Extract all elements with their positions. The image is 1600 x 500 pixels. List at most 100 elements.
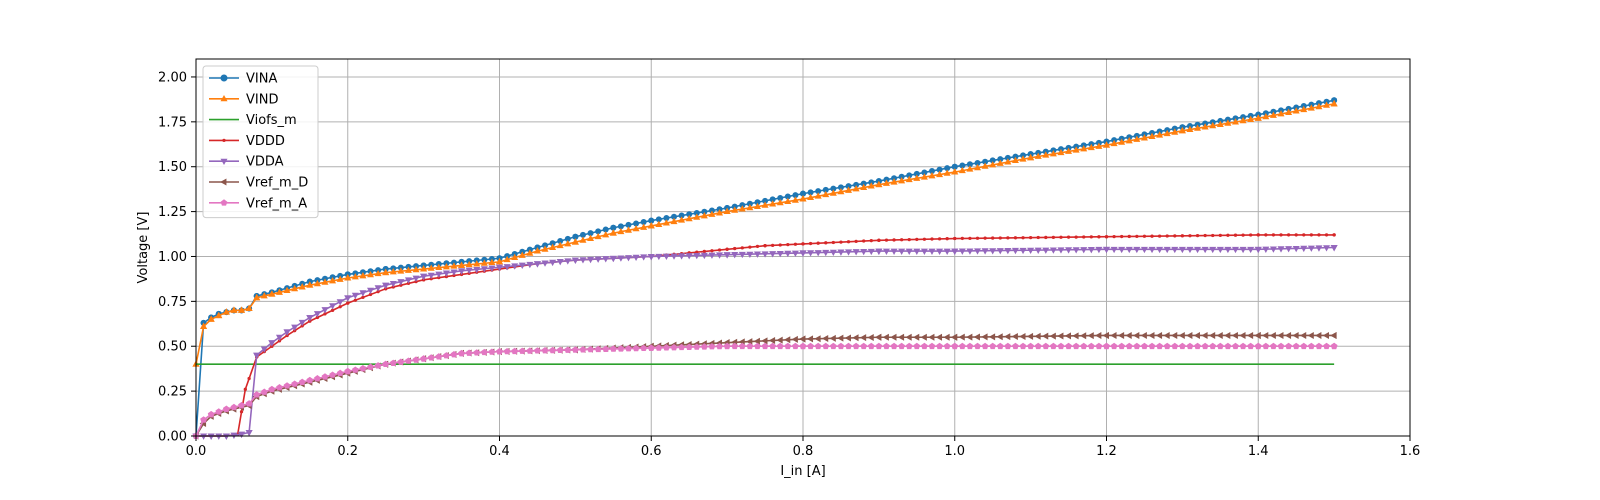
data-marker bbox=[1012, 153, 1019, 160]
data-marker bbox=[716, 342, 723, 350]
data-marker bbox=[1239, 116, 1247, 124]
data-marker bbox=[776, 198, 784, 206]
data-marker bbox=[625, 345, 632, 352]
data-marker bbox=[1179, 342, 1186, 350]
data-marker bbox=[344, 295, 352, 302]
data-marker bbox=[1188, 234, 1192, 238]
data-marker bbox=[844, 334, 851, 342]
data-marker bbox=[1118, 246, 1126, 254]
data-marker bbox=[922, 237, 927, 241]
data-marker bbox=[763, 244, 767, 248]
data-marker bbox=[617, 227, 625, 235]
data-marker bbox=[1292, 342, 1300, 350]
data-marker bbox=[1277, 342, 1285, 350]
data-marker bbox=[397, 279, 405, 286]
data-marker bbox=[579, 231, 586, 238]
data-marker bbox=[1118, 138, 1126, 145]
data-marker bbox=[852, 185, 860, 192]
data-marker bbox=[829, 249, 837, 257]
data-marker bbox=[1065, 147, 1073, 154]
data-marker bbox=[313, 279, 321, 287]
data-marker bbox=[260, 292, 268, 299]
series-line bbox=[195, 334, 1335, 437]
data-marker bbox=[761, 251, 769, 258]
data-marker bbox=[374, 269, 382, 277]
data-marker bbox=[1180, 234, 1185, 238]
data-marker bbox=[1141, 342, 1148, 350]
data-marker bbox=[693, 213, 701, 220]
data-marker bbox=[890, 178, 898, 185]
data-marker bbox=[1064, 332, 1072, 340]
data-marker bbox=[1201, 342, 1209, 350]
data-marker bbox=[907, 237, 911, 242]
data-marker bbox=[845, 249, 853, 256]
data-marker bbox=[405, 357, 412, 364]
data-marker bbox=[1194, 124, 1202, 131]
data-marker bbox=[1051, 235, 1056, 240]
data-marker bbox=[1095, 142, 1103, 149]
data-marker bbox=[860, 342, 868, 350]
data-marker bbox=[700, 212, 708, 219]
data-marker bbox=[771, 243, 775, 247]
data-marker bbox=[1309, 233, 1314, 237]
data-marker bbox=[1110, 331, 1117, 339]
data-marker bbox=[368, 292, 373, 297]
data-marker bbox=[837, 342, 845, 350]
data-marker bbox=[974, 342, 981, 350]
data-marker bbox=[974, 159, 981, 166]
data-marker bbox=[579, 257, 587, 264]
data-marker bbox=[1156, 131, 1164, 138]
data-marker bbox=[247, 376, 251, 381]
data-marker bbox=[670, 217, 678, 225]
data-marker bbox=[397, 358, 405, 365]
data-marker bbox=[1315, 331, 1322, 339]
data-marker bbox=[1216, 120, 1224, 127]
data-marker bbox=[298, 319, 306, 327]
data-marker bbox=[374, 362, 382, 369]
data-marker bbox=[898, 248, 906, 255]
data-marker bbox=[799, 335, 806, 343]
data-marker bbox=[1186, 125, 1194, 133]
data-marker bbox=[344, 367, 352, 375]
data-marker bbox=[298, 378, 306, 385]
data-marker bbox=[754, 199, 761, 206]
data-marker bbox=[245, 429, 253, 437]
data-marker bbox=[488, 348, 496, 355]
data-marker bbox=[991, 236, 995, 240]
data-marker bbox=[1034, 247, 1042, 254]
data-marker bbox=[1193, 331, 1200, 339]
data-marker bbox=[549, 259, 557, 267]
legend-item: VDDA bbox=[209, 155, 284, 170]
data-marker bbox=[1195, 234, 1200, 238]
data-marker bbox=[1170, 331, 1178, 339]
data-marker bbox=[921, 169, 928, 176]
data-marker bbox=[609, 345, 617, 352]
data-marker bbox=[943, 169, 951, 176]
data-marker bbox=[1095, 246, 1103, 254]
data-marker bbox=[496, 348, 503, 355]
data-marker bbox=[655, 253, 663, 261]
data-marker bbox=[427, 264, 435, 271]
data-marker bbox=[587, 230, 594, 237]
y-tick-label: 0.75 bbox=[158, 295, 187, 310]
data-marker bbox=[754, 342, 761, 350]
data-marker bbox=[905, 175, 913, 183]
data-marker bbox=[215, 311, 223, 319]
data-marker bbox=[291, 284, 299, 292]
data-marker bbox=[336, 299, 344, 306]
data-marker bbox=[1264, 233, 1268, 237]
data-marker bbox=[1019, 332, 1026, 340]
data-marker bbox=[877, 238, 881, 242]
data-marker bbox=[640, 344, 647, 352]
data-marker bbox=[564, 258, 572, 265]
data-marker bbox=[913, 342, 921, 350]
data-marker bbox=[936, 170, 944, 178]
data-marker bbox=[738, 251, 746, 259]
data-marker bbox=[223, 405, 230, 412]
data-marker bbox=[693, 343, 701, 350]
data-marker bbox=[1208, 331, 1216, 339]
y-tick-label: 1.25 bbox=[158, 205, 187, 220]
data-marker bbox=[701, 208, 708, 215]
data-marker bbox=[1148, 132, 1156, 140]
data-marker bbox=[776, 336, 783, 344]
